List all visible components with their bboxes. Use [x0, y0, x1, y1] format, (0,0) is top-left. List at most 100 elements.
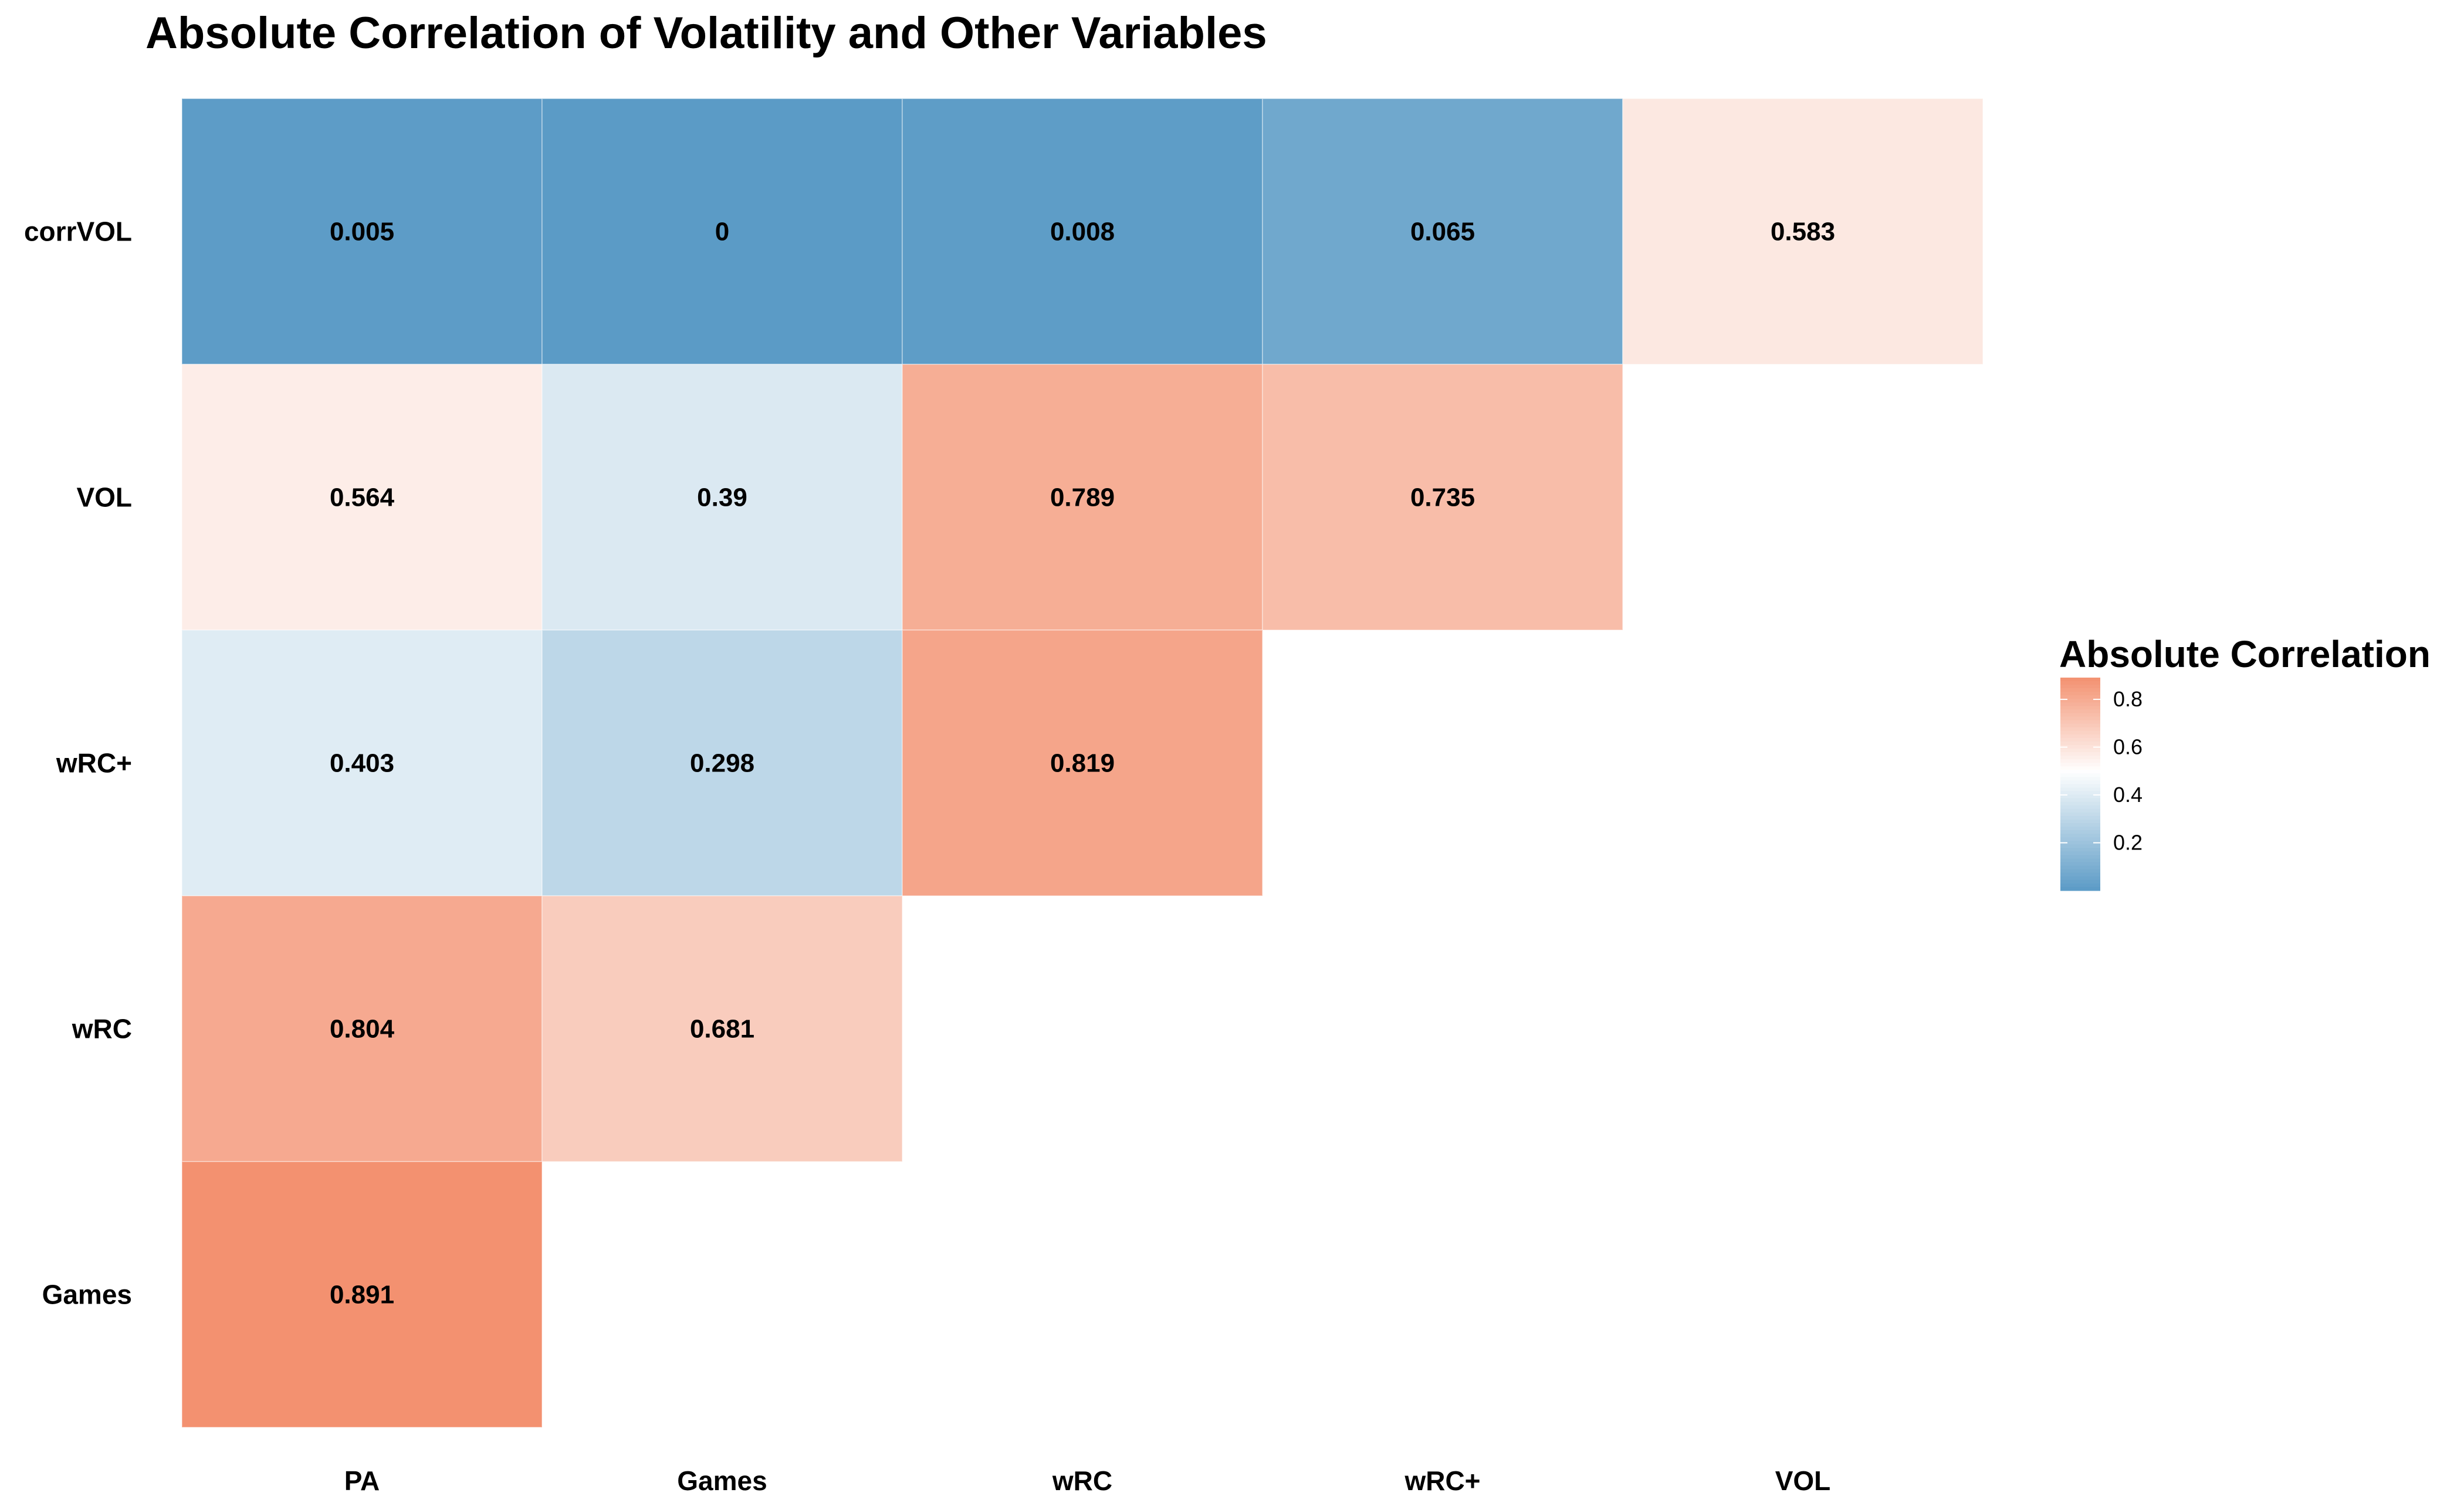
legend-color-step [2060, 805, 2100, 810]
heatmap-cell-value: 0.804 [330, 1015, 395, 1044]
x-axis-tick-label: PA [344, 1465, 380, 1496]
heatmap-cell [1622, 98, 1984, 365]
x-axis-labels: PA Games wRC wRC+ VOL [344, 1465, 1831, 1496]
legend-color-step [2060, 737, 2100, 742]
legend-color-step [2060, 759, 2100, 763]
legend-color-step [2060, 752, 2100, 756]
heatmap-cell-value: 0.735 [1410, 483, 1475, 512]
legend-color-step [2060, 812, 2100, 817]
heatmap-cell [541, 895, 903, 1162]
y-axis-tick-label: wRC+ [56, 748, 132, 779]
y-axis-tick-label: wRC [72, 1014, 132, 1044]
legend-color-step [2060, 794, 2100, 799]
heatmap-cell-value: 0.819 [1050, 749, 1115, 778]
heatmap-cell-value: 0 [715, 218, 729, 246]
legend-color-step [2060, 749, 2100, 753]
heatmap-cell-value: 0.564 [330, 483, 395, 512]
heatmap-cell [181, 1161, 543, 1428]
legend-color-step [2060, 791, 2100, 796]
heatmap-cell [902, 629, 1263, 896]
x-axis-tick-label: wRC+ [1404, 1465, 1480, 1496]
heatmap-cell [902, 364, 1263, 631]
heatmap-cell-value: 0.891 [330, 1281, 394, 1309]
legend-color-step [2060, 744, 2100, 749]
legend-color-step [2060, 886, 2100, 891]
legend-color-step [2060, 844, 2100, 848]
x-axis-tick-label: VOL [1775, 1465, 1831, 1496]
heatmap-cell [541, 98, 903, 365]
legend-color-step [2060, 713, 2100, 717]
legend-color-step [2060, 695, 2100, 699]
legend-color-step [2060, 834, 2100, 838]
legend-color-step [2060, 678, 2100, 682]
legend-color-step [2060, 872, 2100, 877]
legend-color-step [2060, 723, 2100, 728]
legend-color-step [2060, 720, 2100, 725]
legend-color-step [2060, 869, 2100, 874]
heatmap-cell-value: 0.065 [1410, 218, 1475, 246]
legend-color-step [2060, 702, 2100, 706]
legend-color-step [2060, 692, 2100, 696]
legend-color-step [2060, 801, 2100, 806]
heatmap-cell-value: 0.008 [1050, 218, 1115, 246]
legend-color-step [2060, 855, 2100, 859]
legend-color-step [2060, 876, 2100, 881]
legend-title: Absolute Correlation [2059, 633, 2431, 675]
legend-color-step [2060, 756, 2100, 760]
legend-color-step [2060, 865, 2100, 870]
legend-color-step [2060, 681, 2100, 685]
heatmap-cell-value: 0.39 [697, 483, 747, 512]
legend-color-step [2060, 830, 2100, 834]
legend-tick-label: 0.8 [2113, 687, 2143, 711]
legend-color-step [2060, 770, 2100, 774]
chart-title: Absolute Correlation of Volatility and O… [145, 8, 1267, 58]
legend-color-step [2060, 837, 2100, 841]
legend-color-step [2060, 706, 2100, 710]
legend-tick-label: 0.6 [2113, 735, 2143, 759]
heatmap-cell-value: 0.789 [1050, 483, 1115, 512]
heatmap-cell-value: 0.005 [330, 218, 394, 246]
legend-color-step [2060, 808, 2100, 813]
legend-color-step [2060, 841, 2100, 845]
legend-color-step [2060, 730, 2100, 735]
legend-color-step [2060, 858, 2100, 863]
heatmap-cell [1262, 98, 1623, 365]
legend-color-step [2060, 699, 2100, 703]
heatmap-cell-value: 0.583 [1771, 218, 1835, 246]
legend-tick-label: 0.2 [2113, 831, 2143, 855]
legend-color-step [2060, 827, 2100, 831]
legend-color-step [2060, 763, 2100, 767]
legend-color-step [2060, 685, 2100, 689]
legend-color-step [2060, 823, 2100, 827]
heatmap-cell [181, 629, 543, 896]
y-axis-tick-label: corrVOL [24, 216, 132, 247]
legend-color-step [2060, 780, 2100, 785]
x-axis-tick-label: Games [677, 1465, 767, 1496]
y-axis-tick-label: Games [42, 1280, 132, 1310]
legend-color-step [2060, 820, 2100, 824]
legend-color-step [2060, 879, 2100, 884]
y-axis-labels: corrVOL VOL wRC+ wRC Games [24, 216, 132, 1310]
legend-color-step [2060, 784, 2100, 788]
legend-color-step [2060, 727, 2100, 732]
legend-color-step [2060, 716, 2100, 721]
legend-color-step [2060, 741, 2100, 746]
legend-color-step [2060, 848, 2100, 852]
heatmap-cell [902, 98, 1263, 365]
heatmap-cell [541, 364, 903, 631]
legend-tick-label: 0.4 [2113, 783, 2143, 807]
legend-color-step [2060, 688, 2100, 692]
legend-color-step [2060, 862, 2100, 867]
heatmap-cell-labels: 0.005 0 0.008 0.065 0.583 0.564 0.39 0.789 0.735… [330, 218, 1835, 1309]
heatmap-cell-value: 0.298 [690, 749, 754, 778]
color-legend: Absolute Correlation 0.8 0.6 0.4 0.2 [2059, 633, 2431, 891]
legend-color-step [2060, 787, 2100, 792]
heatmap-cell-value: 0.403 [330, 749, 394, 778]
legend-color-step [2060, 709, 2100, 714]
x-axis-tick-label: wRC [1052, 1465, 1112, 1496]
heatmap-cells [181, 98, 1984, 1428]
legend-color-step [2060, 815, 2100, 820]
heatmap-cell [181, 98, 543, 365]
y-axis-tick-label: VOL [76, 482, 132, 513]
